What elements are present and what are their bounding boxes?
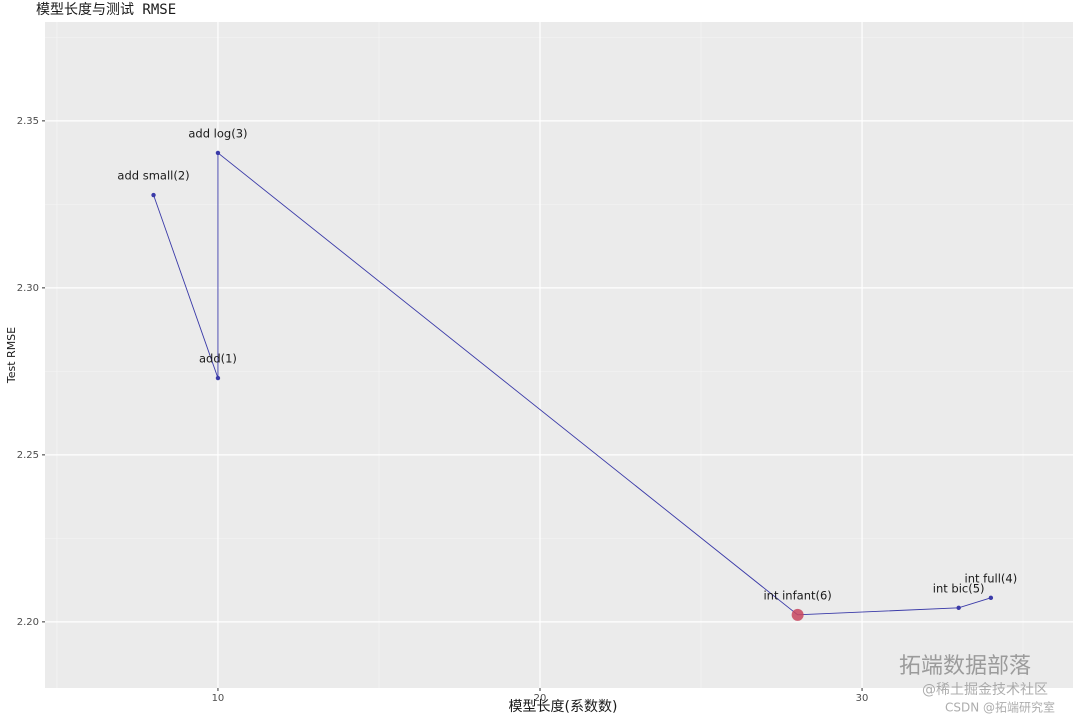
y-tick-label: 2.25 [17,450,39,461]
grid [45,22,1073,688]
point [215,375,221,381]
point-label: add small(2) [117,169,189,183]
point [215,150,221,156]
point [956,605,961,611]
chart-title: 模型长度与测试 RMSE [36,2,176,18]
point [988,595,994,601]
x-tick-label: 10 [212,693,225,704]
point-label: add log(3) [188,126,247,140]
watermark: @稀土掘金技术社区 [922,682,1048,698]
y-tick-label: 2.35 [17,116,39,127]
y-axis-label: Test RMSE [5,327,18,384]
x-axis-label: 模型长度(系数数) [509,699,618,715]
point-label: int infant(6) [763,588,831,602]
point-label: int bic(5) [933,581,985,595]
x-tick-label: 30 [856,693,869,704]
line [153,151,992,616]
y-tick-label: 2.30 [17,283,39,294]
panel [45,22,1073,688]
watermark: 拓端数据部落 [899,654,1031,679]
y-tick-label: 2.20 [17,617,39,628]
point-label: int full(4) [965,571,1018,585]
watermark: CSDN @拓端研究室 [945,700,1055,715]
x-tick-label: 20 [534,693,547,704]
point-label: add(1) [199,352,237,366]
highlight-point [791,608,804,621]
marks: add small(2) add(1) add log(3) int infant(6… [117,126,1018,621]
point [151,192,156,198]
